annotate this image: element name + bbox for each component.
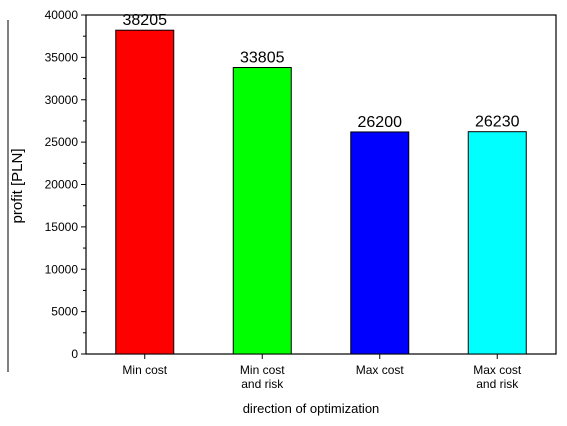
bar — [467, 131, 527, 355]
y-tick-label: 25000 — [45, 135, 79, 149]
bar — [350, 131, 410, 355]
x-tick-label: Max cost — [356, 363, 405, 377]
y-tick-label: 35000 — [45, 50, 79, 64]
y-tick-label: 15000 — [45, 220, 79, 234]
y-tick-label: 0 — [71, 347, 78, 361]
plot-area: 0 5000 10000 15000 20000 25000 30000 35000 40000… — [45, 8, 557, 391]
x-tick-label: Min cost — [122, 363, 167, 377]
y-axis-title: profit [PLN] — [9, 148, 26, 223]
data-label: 38205 — [123, 12, 168, 29]
y-tick-label: 30000 — [45, 93, 79, 107]
x-axis-title: direction of optimization — [243, 401, 380, 416]
y-tick-label: 10000 — [45, 262, 79, 276]
y-tick-label: 5000 — [51, 305, 78, 319]
bar — [232, 67, 292, 355]
y-tick-label: 40000 — [45, 8, 79, 22]
data-label: 33805 — [240, 50, 285, 67]
y-tick-label: 20000 — [45, 178, 79, 192]
x-tick-label: Max cost — [473, 363, 522, 377]
x-tick-label: and risk — [476, 377, 519, 391]
bar — [115, 29, 175, 355]
x-tick-label: Min cost — [240, 363, 285, 377]
data-label: 26200 — [358, 114, 403, 131]
x-tick-label: and risk — [241, 377, 284, 391]
data-label: 26230 — [475, 114, 520, 131]
